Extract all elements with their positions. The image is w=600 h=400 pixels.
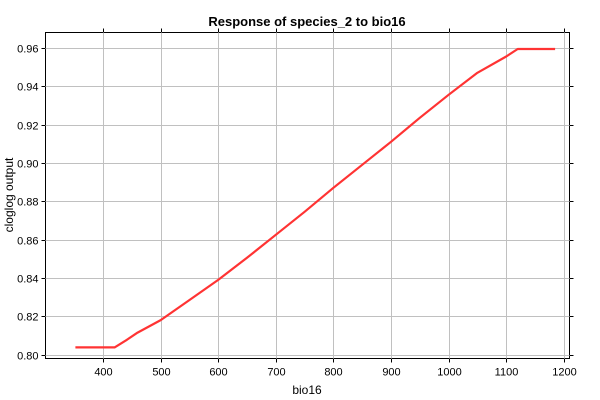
- y-tick-label: 0.94: [17, 82, 38, 94]
- x-axis-label: bio16: [292, 383, 322, 397]
- ticks: [41, 28, 574, 363]
- plot-frame: [45, 32, 570, 359]
- x-tick-label: 1000: [437, 367, 461, 379]
- y-axis-label: cloglog output: [2, 157, 16, 232]
- y-tick-label: 0.90: [17, 159, 38, 171]
- x-tick-label: 400: [94, 367, 112, 379]
- response-curve: [75, 47, 556, 349]
- y-tick-label: 0.92: [17, 121, 38, 133]
- grid-lines: [45, 32, 570, 359]
- x-tick-labels: 400 500 600 700 800 900 1000 1100 1200: [94, 367, 576, 379]
- y-tick-label: 0.88: [17, 197, 38, 209]
- x-tick-label: 900: [382, 367, 400, 379]
- y-tick-label: 0.84: [17, 274, 38, 286]
- y-tick-label: 0.82: [17, 312, 38, 324]
- y-tick-label: 0.80: [17, 351, 38, 363]
- x-tick-label: 500: [152, 367, 170, 379]
- y-tick-label: 0.86: [17, 236, 38, 248]
- y-tick-label: 0.96: [17, 44, 38, 56]
- x-tick-label: 800: [324, 367, 342, 379]
- x-tick-label: 600: [209, 367, 227, 379]
- x-tick-label: 1100: [495, 367, 519, 379]
- x-tick-label: 1200: [552, 367, 576, 379]
- chart-title: Response of species_2 to bio16: [208, 14, 405, 29]
- x-tick-label: 700: [267, 367, 285, 379]
- series: [75, 47, 556, 349]
- y-tick-labels: 0.80 0.82 0.84 0.86 0.88 0.90 0.92 0.94 0.96: [17, 44, 38, 363]
